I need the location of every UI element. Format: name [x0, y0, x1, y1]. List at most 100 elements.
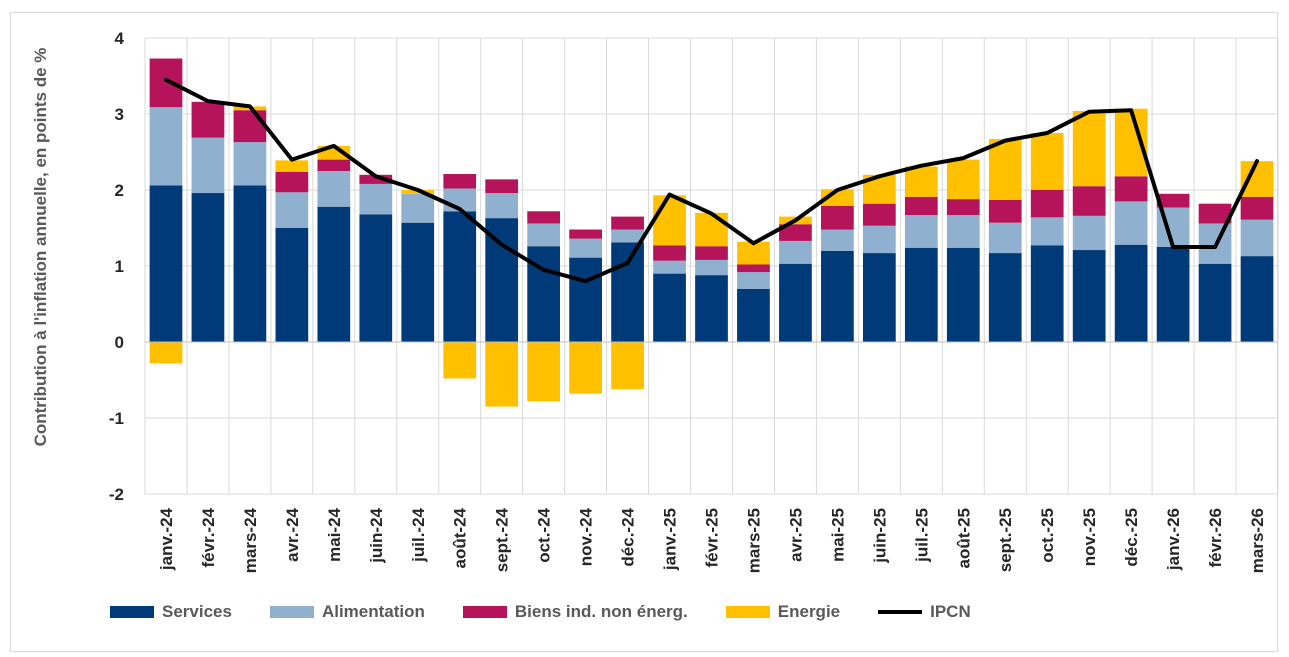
y-tick-label: -1 — [109, 409, 124, 428]
x-tick-label: févr.-25 — [703, 508, 722, 568]
ipcn-line-group — [164, 77, 1259, 284]
bar-biens-ind-non-energ-fevr-25 — [695, 246, 728, 260]
bar-alimentation-avr-25 — [779, 240, 812, 264]
bar-energie-sept-24 — [485, 342, 519, 407]
bar-energie-mars-25 — [737, 241, 770, 265]
y-tick-label: 0 — [115, 333, 124, 352]
bar-energie-fevr-25 — [695, 212, 728, 247]
x-tick-label: janv.-24 — [157, 507, 176, 571]
bar-energie-mai-25 — [821, 189, 854, 206]
bar-energie-aout-25 — [946, 159, 980, 200]
gridlines — [144, 37, 1279, 495]
bar-alimentation-oct-25 — [1030, 217, 1064, 246]
bar-alimentation-juin-24 — [359, 183, 393, 215]
bar-energie-dec-24 — [611, 342, 644, 390]
chart-plot: 4 3 2 1 0 -1 -2 janv.-24 févr.-24 mars-24 avr.-24… — [109, 29, 1279, 573]
legend-item-ipcn: IPCN — [878, 602, 971, 622]
x-tick-label: mai-24 — [325, 507, 344, 561]
bar-alimentation-oct-24 — [527, 223, 561, 247]
bar-services-juin-24 — [359, 214, 393, 342]
bar-alimentation-janv-25 — [653, 260, 686, 274]
x-tick-label: nov.-24 — [577, 507, 596, 566]
bar-biens-ind-non-energ-avr-25 — [779, 224, 812, 241]
x-tick-label: juin-24 — [367, 507, 386, 563]
x-tick-label: janv.-25 — [661, 508, 680, 571]
bar-alimentation-juin-25 — [862, 225, 896, 254]
bar-services-dec-24 — [611, 242, 644, 342]
x-tick-labels: janv.-24 févr.-24 mars-24 avr.-24 mai-24 juin… — [157, 507, 1267, 573]
bar-alimentation-avr-24 — [275, 192, 309, 228]
line-ipcn — [164, 77, 1259, 284]
bar-energie-oct-25 — [1030, 133, 1064, 190]
bar-alimentation-sept-25 — [988, 222, 1022, 254]
bar-services-mai-24 — [317, 206, 351, 342]
legend-label: IPCN — [930, 602, 971, 621]
bar-alimentation-nov-25 — [1072, 215, 1106, 251]
bar-services-aout-25 — [946, 247, 980, 342]
bar-energie-mars-26 — [1240, 161, 1274, 197]
bar-alimentation-dec-25 — [1114, 201, 1148, 245]
bar-alimentation-dec-24 — [611, 229, 644, 243]
legend-swatch — [725, 606, 770, 618]
legend-swatch — [462, 606, 507, 618]
bar-biens-ind-non-energ-sept-24 — [485, 179, 519, 194]
x-tick-label: oct.-24 — [535, 507, 554, 562]
legend: Services Alimentation Biens ind. non énerg… — [110, 602, 1009, 622]
bar-services-mars-25 — [737, 288, 770, 342]
bar-biens-ind-non-energ-fevr-24 — [191, 101, 225, 138]
legend-item-energie: Energie — [725, 602, 840, 622]
bar-alimentation-mars-26 — [1240, 219, 1274, 257]
bar-biens-ind-non-energ-mai-24 — [317, 159, 351, 171]
bar-services-fevr-25 — [695, 275, 728, 342]
bar-biens-ind-non-energ-oct-24 — [527, 211, 561, 224]
bar-energie-aout-24 — [443, 342, 477, 379]
y-tick-label: 3 — [115, 105, 124, 124]
x-tick-label: déc.-25 — [1122, 508, 1141, 567]
bar-biens-ind-non-energ-mars-26 — [1240, 196, 1274, 220]
bar-services-mai-25 — [821, 250, 854, 342]
bar-alimentation-mars-25 — [737, 272, 770, 289]
x-tick-label: juin-25 — [870, 508, 889, 564]
legend-swatch — [269, 606, 314, 618]
bar-alimentation-mai-24 — [317, 171, 351, 207]
bar-services-sept-25 — [988, 253, 1022, 342]
bar-services-dec-25 — [1114, 244, 1148, 342]
legend-item-services: Services — [110, 602, 232, 622]
bar-alimentation-aout-25 — [946, 215, 980, 248]
legend-label: Services — [162, 602, 232, 621]
bar-biens-ind-non-energ-aout-24 — [443, 174, 477, 189]
bar-energie-oct-24 — [527, 342, 561, 402]
bar-services-avr-24 — [275, 228, 309, 342]
x-tick-label: déc.-24 — [619, 507, 638, 566]
bar-services-avr-25 — [779, 263, 812, 342]
x-tick-label: juil.-25 — [912, 508, 931, 563]
bar-alimentation-fevr-24 — [191, 137, 225, 194]
x-tick-label: janv.-26 — [1164, 508, 1183, 571]
bar-services-janv-26 — [1156, 247, 1190, 342]
x-tick-label: avr.-24 — [283, 507, 302, 561]
bar-energie-nov-25 — [1072, 110, 1106, 187]
bar-biens-ind-non-energ-fevr-26 — [1198, 203, 1232, 224]
legend-item-biens-ind-non-energ: Biens ind. non énerg. — [462, 602, 688, 622]
bar-services-sept-24 — [485, 218, 519, 342]
bar-alimentation-nov-24 — [569, 238, 602, 258]
x-tick-label: mai-25 — [828, 508, 847, 562]
y-tick-label: 2 — [115, 181, 124, 200]
x-tick-label: févr.-26 — [1206, 508, 1225, 568]
bar-biens-ind-non-energ-nov-25 — [1072, 186, 1106, 216]
bar-biens-ind-non-energ-janv-26 — [1156, 193, 1190, 208]
bar-biens-ind-non-energ-juil-25 — [904, 196, 938, 216]
bar-biens-ind-non-energ-juin-24 — [359, 174, 393, 184]
bar-biens-ind-non-energ-dec-24 — [611, 216, 644, 230]
bar-alimentation-juil-25 — [904, 215, 938, 248]
x-tick-label: sept.-24 — [493, 507, 512, 572]
bar-services-nov-24 — [569, 257, 602, 342]
x-tick-label: mars-24 — [241, 507, 260, 573]
legend-swatch — [110, 606, 154, 618]
bar-alimentation-mai-25 — [821, 229, 854, 251]
x-tick-label: nov.-25 — [1080, 508, 1099, 566]
bar-energie-juil-25 — [904, 166, 938, 197]
bar-biens-ind-non-energ-juin-25 — [862, 203, 896, 226]
x-tick-label: sept.-25 — [996, 508, 1015, 572]
x-tick-label: août-24 — [451, 507, 470, 568]
